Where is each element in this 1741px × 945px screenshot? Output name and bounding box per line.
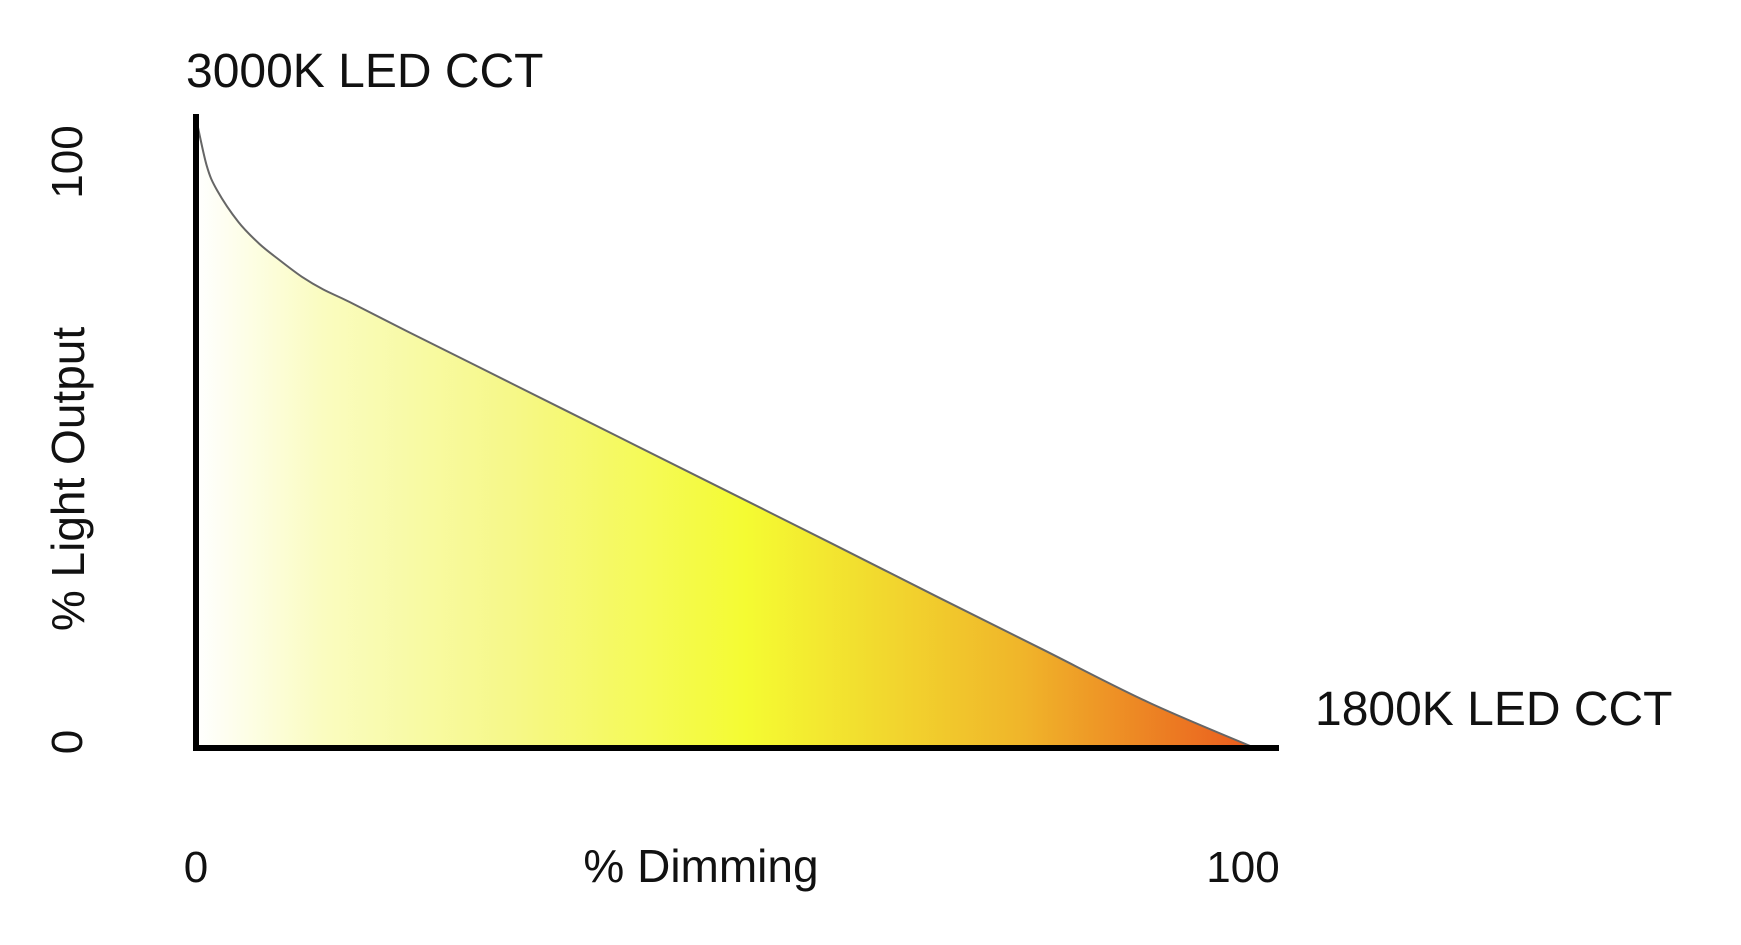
y-tick-label: 100 — [43, 125, 92, 198]
y-axis-label: % Light Output — [42, 327, 94, 632]
series-line — [195, 117, 1256, 749]
area-fill — [196, 118, 1255, 748]
x-tick-label: 0 — [184, 843, 208, 892]
y-tick-label: 0 — [43, 730, 92, 754]
x-axis-label: % Dimming — [583, 840, 818, 892]
x-tick-label: 100 — [1206, 843, 1279, 892]
start-annotation: 3000K LED CCT — [186, 45, 544, 98]
y-tick-labels: 0 100 — [43, 125, 92, 754]
x-tick-labels: 0 100 — [184, 843, 1280, 892]
end-annotation: 1800K LED CCT — [1315, 683, 1673, 736]
